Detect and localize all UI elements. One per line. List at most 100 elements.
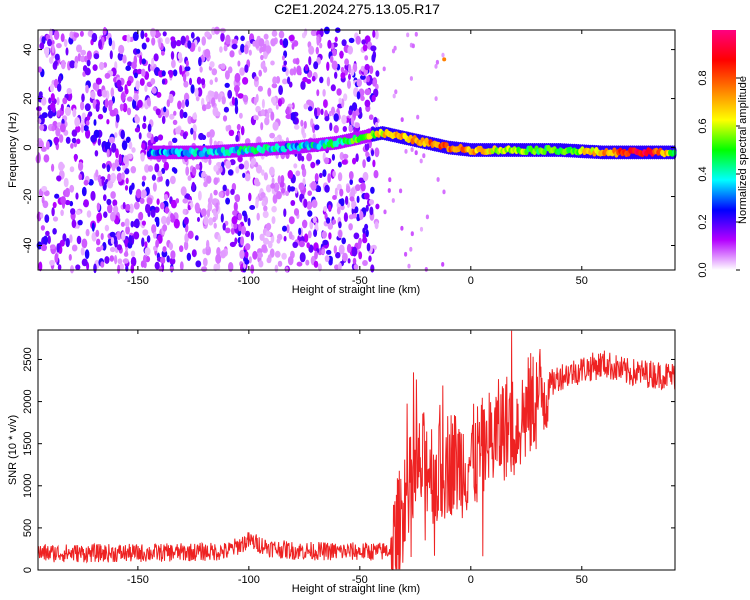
heatmap-cell (303, 103, 309, 110)
heatmap-cell (232, 210, 237, 216)
heatmap-cell (177, 52, 183, 60)
heatmap-cell (143, 115, 147, 123)
heatmap-cell (324, 116, 330, 122)
heatmap-cell (314, 173, 319, 182)
heatmap-cell (100, 233, 104, 240)
heatmap-cell (52, 201, 57, 209)
heatmap-cell (343, 93, 348, 102)
heatmap-cell (410, 147, 414, 153)
heatmap-cell (237, 213, 242, 221)
heatmap-cell (116, 79, 122, 88)
heatmap-cell (126, 34, 131, 43)
heatmap-cell (81, 112, 87, 121)
heatmap-cell (136, 48, 141, 54)
snr-x-tick-label: 50 (576, 574, 588, 586)
heatmap-cell (106, 198, 112, 206)
heatmap-cell (422, 153, 426, 159)
heatmap-cell (354, 122, 360, 129)
heatmap-cell (264, 117, 270, 126)
heatmap-cell (349, 179, 354, 185)
heatmap-cell (239, 249, 245, 259)
heatmap-cell (213, 164, 219, 172)
heatmap-cell (72, 108, 77, 118)
heatmap-cell (161, 167, 166, 174)
heatmap-cell (353, 264, 359, 270)
heatmap-cell (71, 129, 78, 137)
heatmap-cell (218, 191, 224, 198)
heatmap-cell (208, 158, 212, 166)
heatmap-cell (201, 104, 207, 112)
heatmap-cell (85, 129, 91, 139)
heatmap-cell (285, 190, 290, 197)
heatmap-cell (124, 84, 128, 93)
heatmap-cell (76, 235, 82, 245)
heatmap-cell (126, 107, 132, 116)
heatmap-cell (111, 40, 116, 51)
heatmap-cell (201, 134, 207, 140)
heatmap-cell (198, 161, 203, 172)
heatmap-cell (129, 203, 134, 214)
heatmap-cell (165, 37, 170, 45)
heatmap-cell (214, 26, 220, 35)
heatmap-cell (172, 119, 178, 125)
heatmap-cell (352, 157, 357, 165)
heatmap-cell (123, 155, 129, 165)
heatmap-cell (109, 231, 116, 238)
snr-y-axis-label: SNR (10 * v/v) (7, 415, 19, 485)
heatmap-cell (271, 30, 278, 37)
heatmap-cell (78, 161, 84, 171)
heatmap-cell (334, 264, 340, 270)
heatmap-cell (80, 124, 84, 133)
heatmap-cell (249, 205, 256, 210)
heatmap-cell (135, 188, 142, 199)
heatmap-cell (158, 175, 163, 182)
heatmap-cell (244, 173, 251, 182)
heatmap-cell (152, 182, 157, 192)
heatmap-cell (162, 246, 167, 253)
heatmap-cell (239, 67, 246, 76)
heatmap-cell (111, 142, 117, 153)
heatmap-cell (90, 134, 97, 143)
heatmap-cell (151, 224, 157, 234)
heatmap-cell (286, 106, 290, 116)
heatmap-cell (400, 117, 404, 122)
heatmap-cell (97, 113, 104, 120)
heatmap-cell (371, 94, 376, 102)
heatmap-cell (292, 241, 299, 248)
heatmap-cell (234, 194, 241, 203)
heatmap-cell (256, 212, 260, 221)
heatmap-cell (375, 70, 380, 77)
heatmap-cell (116, 166, 121, 172)
heatmap-cell (240, 225, 247, 235)
heatmap-cell (306, 242, 311, 249)
heatmap-cell (47, 235, 51, 245)
heatmap-cell (340, 204, 345, 211)
heatmap-cell (360, 182, 366, 192)
heatmap-cell (298, 182, 305, 191)
heatmap-cell (144, 247, 151, 256)
heatmap-cell (221, 95, 226, 105)
heatmap-cell (225, 197, 231, 205)
heatmap-cell (240, 236, 245, 246)
heatmap-cell (242, 77, 249, 85)
heatmap-cell (168, 93, 174, 104)
heatmap-cell (146, 197, 153, 205)
heatmap-cell (283, 208, 287, 217)
heatmap-cell (170, 213, 174, 220)
heatmap-cell (192, 124, 197, 134)
heatmap-cell (248, 256, 252, 264)
heatmap-cell (307, 190, 313, 196)
heatmap-cell (100, 245, 104, 251)
heatmap-cell (170, 39, 177, 49)
heatmap-cell (185, 60, 189, 67)
heatmap-cell (65, 237, 70, 248)
heatmap-cell (411, 43, 415, 49)
heatmap-cell (293, 66, 297, 76)
heatmap-cell (101, 176, 105, 187)
heatmap-cell (68, 254, 72, 261)
heatmap-cell (41, 196, 45, 204)
heatmap-cell (137, 99, 143, 108)
heatmap-cell (189, 77, 192, 86)
heatmap-cell (327, 222, 334, 230)
heatmap-cell (161, 215, 167, 225)
